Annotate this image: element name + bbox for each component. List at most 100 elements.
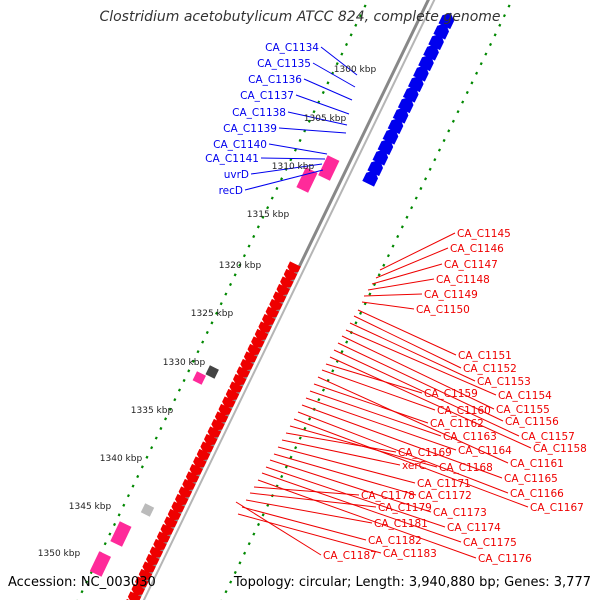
rna-gene — [192, 371, 206, 385]
kbp-tick-label: 1335 kbp — [131, 406, 174, 416]
reverse-gene — [189, 463, 203, 476]
tick-mark — [117, 513, 121, 517]
leader-line — [313, 383, 429, 424]
kbp-tick-label: 1310 kbp — [272, 162, 315, 172]
forward-gene — [418, 54, 434, 72]
leader-line — [367, 278, 435, 291]
tick-mark — [173, 398, 177, 402]
tick-mark — [238, 263, 242, 267]
forward-gene — [382, 128, 399, 145]
leader-line — [349, 322, 476, 382]
gene-label: CA_C1151 — [458, 350, 512, 362]
tick-mark — [498, 23, 502, 27]
tick-mark — [331, 369, 335, 373]
tick-mark — [136, 474, 140, 479]
leader-line — [309, 390, 442, 437]
tick-mark — [266, 206, 270, 210]
gene-label: CA_C1161 — [510, 458, 564, 470]
tick-mark — [400, 225, 404, 229]
reverse-gene — [254, 328, 269, 341]
reverse-gene — [269, 298, 283, 311]
tick-mark — [312, 110, 316, 114]
leader-line — [371, 263, 443, 285]
feature-track — [89, 12, 455, 600]
tick-mark — [382, 263, 386, 267]
tick-mark — [456, 110, 460, 114]
reverse-gene — [196, 448, 211, 461]
gene-label: CA_C1168 — [439, 462, 493, 474]
leader-line — [235, 501, 322, 556]
leader-line — [321, 369, 436, 411]
gene-label: CA_C1136 — [248, 74, 302, 86]
gene-label: CA_C1174 — [447, 522, 501, 534]
tick-mark — [247, 542, 251, 546]
gene-label: uvrD — [224, 169, 249, 181]
tick-mark — [219, 302, 223, 306]
tick-mark — [507, 4, 511, 8]
tick-mark — [261, 513, 265, 517]
tick-mark — [479, 62, 483, 66]
gene-label: CA_C1138 — [232, 107, 286, 119]
gene-label: CA_C1165 — [504, 473, 558, 485]
tick-mark — [437, 148, 441, 152]
kbp-scale-labels: 1300 kbp 1305 kbp 1310 kbp 1315 kbp 1320 kbp… — [38, 65, 377, 559]
tick-mark — [317, 398, 321, 402]
leader-line — [379, 232, 456, 271]
tick-mark — [298, 138, 302, 143]
reverse-gene — [272, 291, 287, 303]
gene-label: CA_C1164 — [458, 445, 512, 457]
gene-label: CA_C1175 — [463, 537, 517, 549]
tick-mark — [345, 340, 349, 344]
leader-line — [357, 309, 457, 356]
tick-mark — [377, 273, 381, 277]
tick-mark — [284, 465, 288, 469]
tick-mark — [470, 81, 474, 85]
tick-mark — [159, 426, 163, 431]
tick-mark — [233, 273, 237, 277]
reverse-gene — [240, 358, 254, 371]
tick-mark — [502, 14, 506, 18]
tick-mark — [465, 90, 469, 95]
kbp-tick-label: 1300 kbp — [334, 65, 377, 75]
leader-line — [241, 506, 367, 541]
reverse-gene — [218, 403, 232, 416]
tick-mark — [196, 350, 200, 354]
gene-label: CA_C1179 — [378, 502, 432, 514]
gene-label: CA_C1156 — [505, 416, 559, 428]
reverse-gene — [156, 531, 171, 543]
leader-line — [333, 349, 520, 437]
leader-line — [375, 247, 449, 279]
inner-tick-track — [220, 4, 511, 600]
tick-mark — [386, 254, 390, 258]
leader-line — [273, 453, 417, 496]
forward-gene — [377, 138, 394, 156]
gene-label: recD — [219, 185, 243, 197]
reverse-gene — [283, 268, 298, 281]
gene-label: CA_C1181 — [374, 518, 428, 530]
gene-label: CA_C1178 — [361, 490, 415, 502]
tick-mark — [85, 580, 89, 584]
reverse-gene — [175, 493, 189, 506]
tick-mark — [405, 215, 409, 219]
tick-mark — [150, 446, 154, 450]
leader-line — [295, 94, 350, 115]
tick-mark — [228, 282, 233, 287]
tick-mark — [294, 446, 298, 450]
tick-mark — [126, 494, 130, 498]
reverse-gene — [193, 456, 207, 468]
tick-mark — [363, 4, 367, 8]
leader-line — [285, 432, 397, 453]
tick-mark — [168, 407, 172, 411]
tick-mark — [391, 244, 395, 248]
tick-mark — [414, 196, 418, 200]
tick-mark — [461, 100, 465, 104]
kbp-tick-label: 1345 kbp — [69, 502, 112, 512]
kbp-tick-label: 1350 kbp — [38, 549, 81, 559]
reverse-gene — [233, 373, 247, 386]
tick-mark — [247, 244, 251, 248]
gene-label: CA_C1134 — [265, 42, 319, 54]
forward-gene — [392, 107, 409, 124]
leader-line — [329, 356, 532, 449]
leader-line — [260, 157, 326, 160]
